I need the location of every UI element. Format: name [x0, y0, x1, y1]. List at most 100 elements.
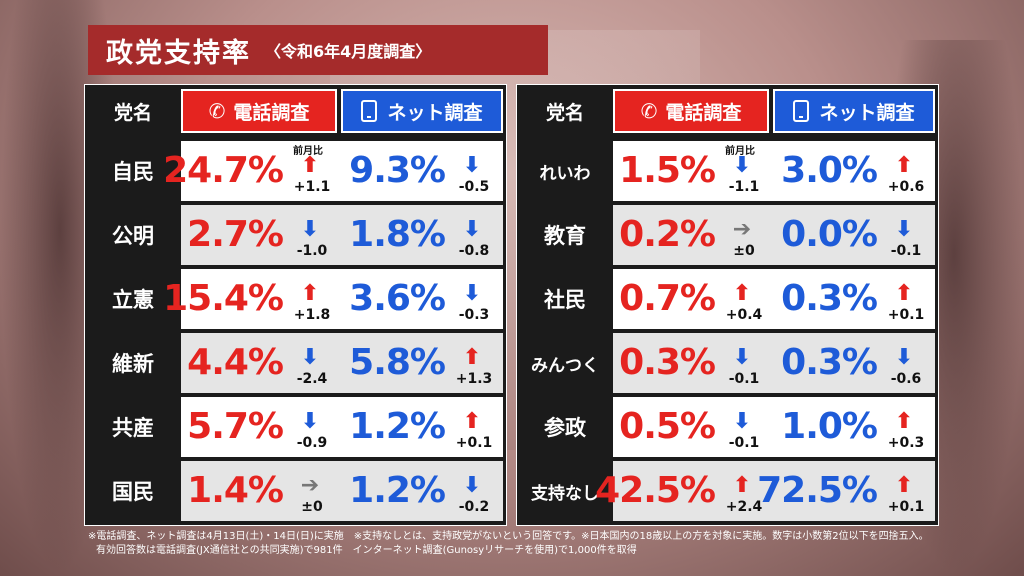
table-row: 自民 前月比 24.7% ⬆ +1.1 9.3% ⬇ -0.5 [85, 141, 508, 201]
header-party: 党名 [89, 89, 177, 133]
net-value: 0.3% [781, 342, 878, 383]
phone-change: +1.8 [293, 307, 331, 323]
party-name: 維新 [89, 333, 177, 393]
net-cell: 0.0% ⬇ -0.1 [773, 205, 935, 265]
prev-month-label: 前月比 [293, 146, 323, 157]
phone-change: -0.9 [296, 435, 328, 451]
phone-cell: 1.4% ➔ ±0 [181, 461, 341, 521]
phone-cell: 42.5% ⬆ +2.4 [595, 461, 773, 521]
net-value: 9.3% [349, 150, 446, 191]
arrow-down-icon: ⬇ [732, 153, 752, 178]
phone-cell: 0.7% ⬆ +0.4 [613, 269, 773, 329]
arrow-down-icon: ⬇ [300, 345, 320, 370]
net-value: 72.5% [757, 470, 878, 511]
arrow-down-icon: ⬇ [894, 345, 914, 370]
phone-change: +1.1 [293, 179, 331, 195]
arrow-down-icon: ⬇ [462, 281, 482, 306]
phone-change: +2.4 [725, 499, 763, 515]
party-name: れいわ [521, 141, 609, 201]
header-phone-label: 電話調査 [233, 101, 310, 124]
phone-cell: 2.7% ⬇ -1.0 [181, 205, 341, 265]
arrow-down-icon: ⬇ [732, 345, 752, 370]
net-value: 1.2% [349, 470, 446, 511]
phone-value: 42.5% [595, 470, 716, 511]
table-row: みんつく 0.3% ⬇ -0.1 0.3% ⬇ -0.6 [517, 333, 940, 393]
table-row: 公明 2.7% ⬇ -1.0 1.8% ⬇ -0.8 [85, 205, 508, 265]
party-name: 公明 [89, 205, 177, 265]
arrow-down-icon: ⬇ [462, 473, 482, 498]
net-value: 5.8% [349, 342, 446, 383]
party-name: 支持なし [521, 461, 609, 521]
arrow-down-icon: ⬇ [732, 409, 752, 434]
net-value: 1.8% [349, 214, 446, 255]
table-row: れいわ 前月比 1.5% ⬇ -1.1 3.0% ⬆ +0.6 [517, 141, 940, 201]
header-party: 党名 [521, 89, 609, 133]
phone-change: -0.1 [728, 371, 760, 387]
phone-value: 0.3% [619, 342, 716, 383]
net-cell: 3.6% ⬇ -0.3 [341, 269, 503, 329]
net-change: +1.3 [455, 371, 493, 387]
net-change: -0.5 [458, 179, 490, 195]
phone-cell: 前月比 24.7% ⬆ +1.1 [163, 141, 341, 201]
header-net: ネット調査 [773, 89, 935, 133]
page-subtitle: 〈令和6年4月度調査〉 [265, 42, 432, 61]
phone-cell: 0.3% ⬇ -0.1 [613, 333, 773, 393]
smartphone-icon [361, 100, 378, 122]
phone-value: 24.7% [163, 150, 284, 191]
net-value: 1.0% [781, 406, 878, 447]
page-title: 政党支持率 [106, 37, 251, 69]
arrow-up-icon: ⬆ [894, 409, 914, 434]
party-name: 教育 [521, 205, 609, 265]
footnote-2: 有効回答数は電話調査(JX通信社との共同実施)で981件 インターネット調査(G… [96, 545, 637, 556]
arrow-down-icon: ⬇ [462, 217, 482, 242]
arrow-up-icon: ⬆ [894, 153, 914, 178]
header-net-label: ネット調査 [387, 101, 483, 124]
phone-value: 5.7% [187, 406, 284, 447]
net-cell: 72.5% ⬆ +0.1 [757, 461, 935, 521]
header-phone: ✆ 電話調査 [613, 89, 769, 133]
party-name: 立憲 [89, 269, 177, 329]
arrow-down-icon: ⬇ [894, 217, 914, 242]
net-cell: 5.8% ⬆ +1.3 [341, 333, 503, 393]
phone-change: -1.1 [728, 179, 760, 195]
arrow-down-icon: ⬇ [462, 153, 482, 178]
phone-change: +0.4 [725, 307, 763, 323]
net-change: +0.6 [887, 179, 925, 195]
table-row: 共産 5.7% ⬇ -0.9 1.2% ⬆ +0.1 [85, 397, 508, 457]
net-change: +0.1 [887, 499, 925, 515]
arrow-flat-icon: ➔ [732, 217, 752, 242]
phone-cell: 5.7% ⬇ -0.9 [181, 397, 341, 457]
arrow-up-icon: ⬆ [894, 281, 914, 306]
arrow-up-icon: ⬆ [300, 281, 320, 306]
net-value: 3.0% [781, 150, 878, 191]
arrow-up-icon: ⬆ [732, 473, 752, 498]
phone-value: 0.7% [619, 278, 716, 319]
net-change: -0.6 [890, 371, 922, 387]
net-change: +0.1 [887, 307, 925, 323]
footnote-1: ※電話調査、ネット調査は4月13日(土)・14日(日)に実施 ※支持なしとは、支… [88, 531, 929, 542]
table-row: 参政 0.5% ⬇ -0.1 1.0% ⬆ +0.3 [517, 397, 940, 457]
net-change: -0.2 [458, 499, 490, 515]
net-cell: 1.8% ⬇ -0.8 [341, 205, 503, 265]
net-change: -0.3 [458, 307, 490, 323]
net-value: 3.6% [349, 278, 446, 319]
phone-value: 1.4% [187, 470, 284, 511]
phone-icon: ✆ [640, 99, 658, 123]
phone-value: 0.5% [619, 406, 716, 447]
title-bar: 政党支持率 〈令和6年4月度調査〉 [88, 25, 548, 75]
net-cell: 9.3% ⬇ -0.5 [341, 141, 503, 201]
arrow-down-icon: ⬇ [300, 409, 320, 434]
phone-change: ±0 [733, 243, 755, 259]
party-name: みんつく [521, 333, 609, 393]
phone-value: 15.4% [163, 278, 284, 319]
table-row: 維新 4.4% ⬇ -2.4 5.8% ⬆ +1.3 [85, 333, 508, 393]
table-row: 社民 0.7% ⬆ +0.4 0.3% ⬆ +0.1 [517, 269, 940, 329]
header-phone-label: 電話調査 [665, 101, 742, 124]
arrow-up-icon: ⬆ [300, 153, 320, 178]
net-change: +0.3 [887, 435, 925, 451]
table-row: 立憲 15.4% ⬆ +1.8 3.6% ⬇ -0.3 [85, 269, 508, 329]
phone-change: -2.4 [296, 371, 328, 387]
phone-cell: 0.5% ⬇ -0.1 [613, 397, 773, 457]
party-name: 自民 [89, 141, 177, 201]
phone-cell: 15.4% ⬆ +1.8 [163, 269, 341, 329]
